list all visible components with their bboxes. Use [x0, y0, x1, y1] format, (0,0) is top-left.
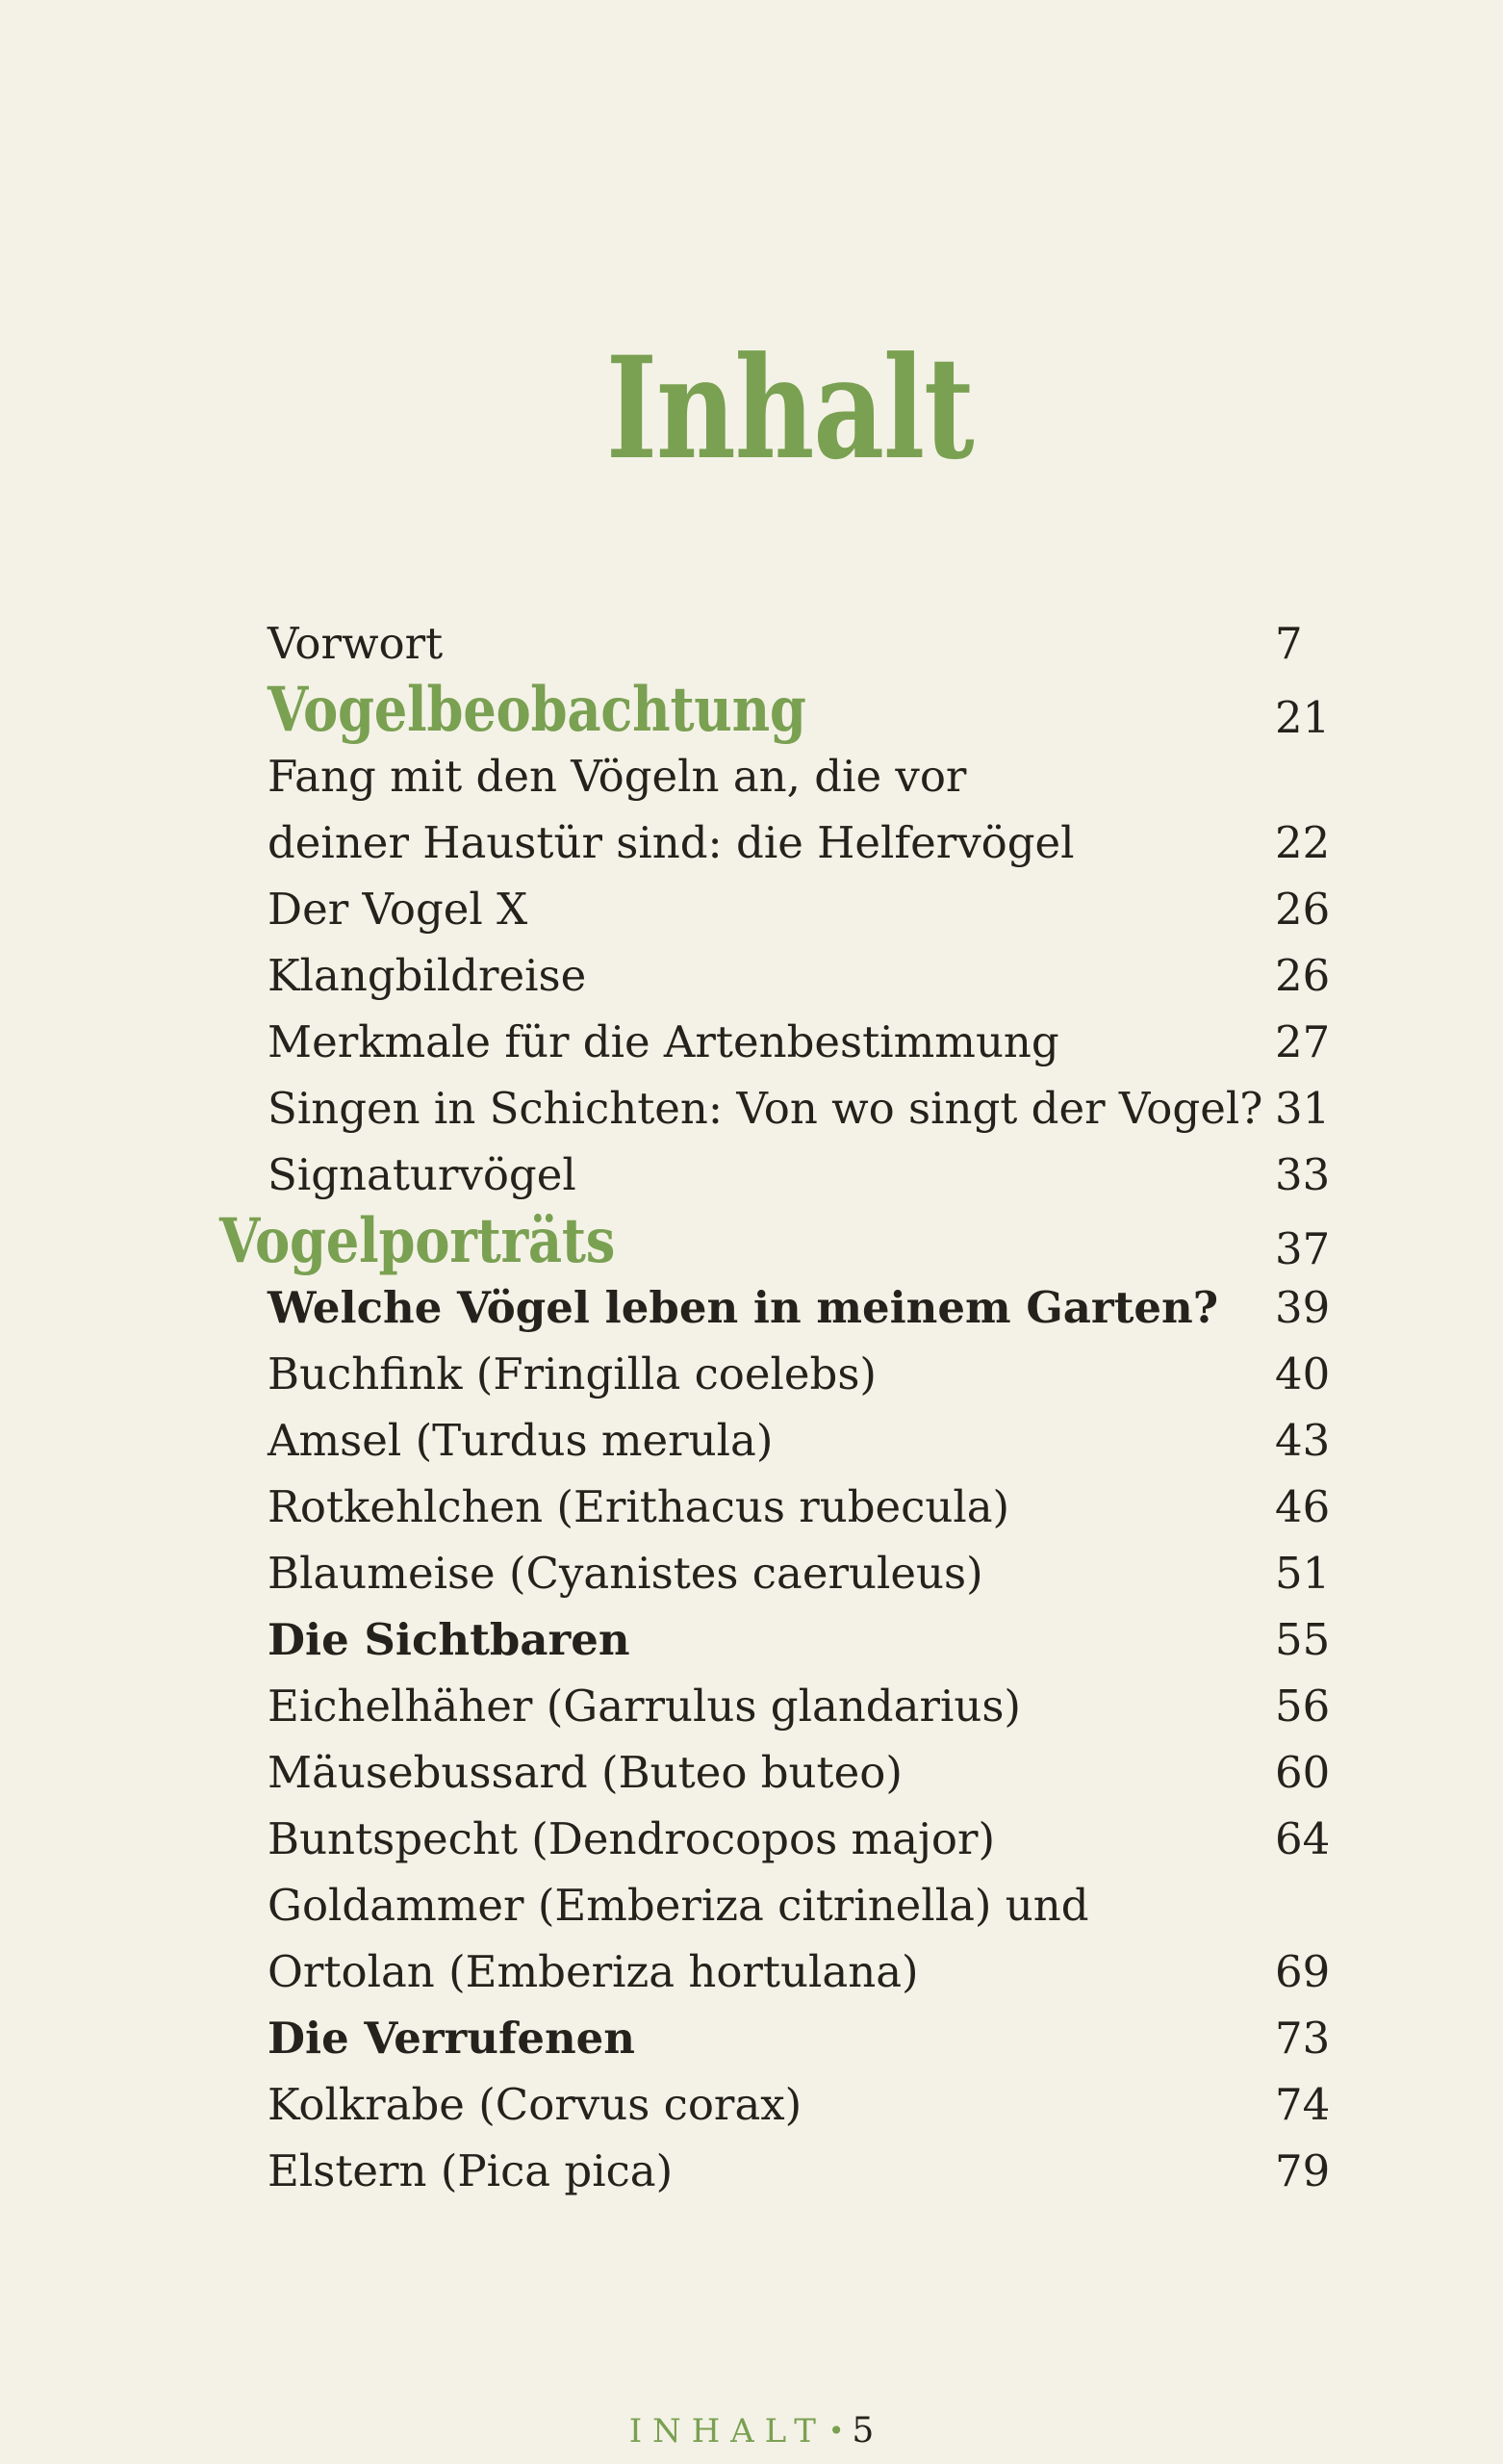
- toc-entry-line[interactable]: Welche Vögel leben in meinem Garten? 39: [0, 1274, 1503, 1341]
- toc-entry-page-number: 74: [1275, 2079, 1331, 2130]
- toc-entry-label: Signaturvögel: [267, 1149, 576, 1200]
- toc-entry-label: Mäusebussard (Buteo buteo): [267, 1747, 903, 1798]
- toc-entry-page-number: 51: [1275, 1548, 1331, 1599]
- toc-entry-label: Die Sichtbaren: [267, 1614, 630, 1665]
- toc-entry-label: Kolkrabe (Corvus corax): [267, 2079, 802, 2130]
- toc-entry-page-number: 64: [1275, 1813, 1331, 1864]
- toc-entry-label: Der Vogel X: [267, 884, 528, 935]
- toc-entry-line[interactable]: Rotkehlchen (Erithacus rubecula) 46: [0, 1474, 1503, 1540]
- toc-entry-label: Goldammer (Emberiza citrinella) und: [267, 1880, 1089, 1931]
- toc-entry-page-number: 69: [1275, 1946, 1331, 1997]
- toc-entry-page-number: 79: [1275, 2145, 1331, 2196]
- toc-entry-label: deiner Haustür sind: die Helfervögel: [267, 817, 1075, 868]
- footer-page-number: 5: [852, 2411, 875, 2451]
- toc-entry-label: Fang mit den Vögeln an, die vor: [267, 751, 967, 802]
- toc-entry-label: Buntspecht (Dendrocopos major): [267, 1813, 996, 1864]
- toc-entry-page-number: 7: [1275, 618, 1303, 669]
- toc-entry-line[interactable]: Goldammer (Emberiza citrinella) und: [0, 1872, 1503, 1938]
- toc-entry-label: Vogelporträts: [219, 1205, 616, 1277]
- toc-entry-line[interactable]: Blaumeise (Cyanistes caeruleus) 51: [0, 1540, 1503, 1606]
- toc-entry-label: Elstern (Pica pica): [267, 2145, 674, 2196]
- toc-entry-line[interactable]: Elstern (Pica pica) 79: [0, 2138, 1503, 2204]
- toc-entry-line[interactable]: Signaturvögel 33: [0, 1142, 1503, 1208]
- toc-entry-page-number: 31: [1275, 1083, 1331, 1134]
- toc-entry-label: Vorwort: [267, 618, 444, 669]
- toc-entry-line[interactable]: Amsel (Turdus merula) 43: [0, 1407, 1503, 1474]
- toc-entry-page-number: 43: [1275, 1415, 1331, 1466]
- toc-entry-label: Singen in Schichten: Von wo singt der Vo…: [267, 1083, 1263, 1134]
- toc-entry-line[interactable]: Kolkrabe (Corvus corax) 74: [0, 2071, 1503, 2138]
- toc-entry-line[interactable]: Vogelbeobachtung 21: [0, 677, 1503, 743]
- toc-entry-page-number: 33: [1275, 1149, 1331, 1200]
- toc-entry-line[interactable]: Eichelhäher (Garrulus glandarius) 56: [0, 1673, 1503, 1739]
- toc-entry-page-number: 22: [1275, 817, 1331, 868]
- page-title-text: Inhalt: [606, 326, 975, 491]
- toc-entry-line[interactable]: deiner Haustür sind: die Helfervögel 22: [0, 809, 1503, 876]
- toc-entry-page-number: 40: [1275, 1348, 1331, 1399]
- toc-entry-label: Blaumeise (Cyanistes caeruleus): [267, 1548, 983, 1599]
- toc-entry-line[interactable]: Singen in Schichten: Von wo singt der Vo…: [0, 1075, 1503, 1142]
- toc-entry-label: Ortolan (Emberiza hortulana): [267, 1946, 919, 1997]
- toc-entry-page-number: 26: [1275, 950, 1331, 1001]
- footer-separator-dot: •: [828, 2415, 845, 2447]
- toc-entry-line[interactable]: Mäusebussard (Buteo buteo) 60: [0, 1739, 1503, 1806]
- toc-entry-page-number: 55: [1275, 1614, 1331, 1665]
- toc-entry-label: Buchfink (Fringilla coelebs): [267, 1348, 877, 1399]
- toc-entry-line[interactable]: Merkmale für die Artenbestimmung 27: [0, 1009, 1503, 1075]
- footer-section-label: INHALT: [628, 2412, 827, 2451]
- toc-entry-line[interactable]: Die Verrufenen 73: [0, 2005, 1503, 2071]
- page-title: Inhalt: [0, 339, 1503, 479]
- toc-entry-label: Eichelhäher (Garrulus glandarius): [267, 1681, 1021, 1732]
- toc-entry-line[interactable]: Fang mit den Vögeln an, die vor: [0, 743, 1503, 809]
- toc-entry-line[interactable]: Buchfink (Fringilla coelebs) 40: [0, 1341, 1503, 1407]
- toc-entry-label: Die Verrufenen: [267, 2013, 636, 2064]
- toc-entry-page-number: 73: [1275, 2013, 1331, 2064]
- toc-entry-line[interactable]: Ortolan (Emberiza hortulana) 69: [0, 1938, 1503, 2005]
- page-footer: INHALT• 5: [0, 2411, 1503, 2451]
- toc-entry-label: Vogelbeobachtung: [267, 674, 806, 746]
- toc-entry-page-number: 46: [1275, 1481, 1331, 1532]
- toc-entry-page-number: 56: [1275, 1681, 1331, 1732]
- toc-entry-line[interactable]: Klangbildreise 26: [0, 942, 1503, 1009]
- toc-entry-label: Rotkehlchen (Erithacus rubecula): [267, 1481, 1010, 1532]
- table-of-contents: Vorwort 7 Vogelbeobachtung 21 Fang mit den V…: [0, 610, 1503, 2204]
- toc-entry-page-number: 27: [1275, 1016, 1331, 1067]
- toc-entry-line[interactable]: Die Sichtbaren 55: [0, 1606, 1503, 1673]
- toc-entry-label: Amsel (Turdus merula): [267, 1415, 774, 1466]
- toc-entry-page-number: 21: [1275, 692, 1331, 743]
- toc-entry-page-number: 60: [1275, 1747, 1331, 1798]
- toc-entry-page-number: 39: [1275, 1282, 1331, 1333]
- toc-entry-line[interactable]: Buntspecht (Dendrocopos major) 64: [0, 1806, 1503, 1872]
- toc-entry-label: Merkmale für die Artenbestimmung: [267, 1016, 1059, 1067]
- toc-entry-line[interactable]: Vogelporträts 37: [0, 1208, 1503, 1274]
- toc-entry-line[interactable]: Vorwort 7: [0, 610, 1503, 677]
- toc-entry-page-number: 37: [1275, 1223, 1331, 1274]
- toc-entry-line[interactable]: Der Vogel X 26: [0, 876, 1503, 942]
- toc-entry-label: Klangbildreise: [267, 950, 587, 1001]
- toc-entry-page-number: 26: [1275, 884, 1331, 935]
- toc-entry-label: Welche Vögel leben in meinem Garten?: [267, 1282, 1219, 1333]
